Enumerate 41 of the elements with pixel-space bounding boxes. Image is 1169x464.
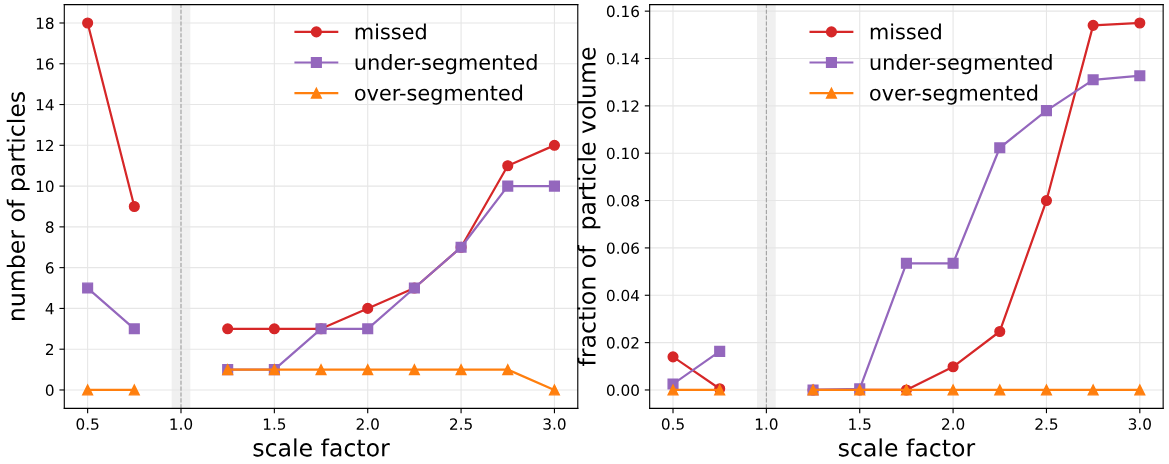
y-tick-label: 0.02 [606,337,639,349]
y-tick-label: 14 [36,99,54,111]
y-tick-label: 10 [36,180,54,193]
x-tick-label: 0.5 [76,418,99,430]
legend-label: over-segmented [355,84,523,105]
y-tick-label: 6 [45,262,54,274]
x-tick-label: 3.0 [1128,418,1151,430]
x-tick-label: 2.0 [942,418,965,430]
y-tick-label: 2 [45,343,54,355]
legend-label: under-segmented [870,53,1052,75]
x-tick-label: 1.0 [755,418,778,430]
y-axis-title: number of particles [6,92,30,320]
y-tick-label: 0.16 [606,5,639,18]
y-tick-label: 0.12 [606,100,639,112]
x-tick-label: 1.0 [170,418,193,430]
legend-label: under-segmented [355,53,537,75]
y-tick-label: 0.10 [606,147,639,160]
legend-label: missed [355,23,426,40]
legend-label: over-segmented [870,84,1038,105]
x-tick-label: 2.5 [450,418,472,430]
x-tick-label: 2.0 [356,418,379,430]
y-tick-label: 0.00 [606,384,639,396]
y-tick-label: 0 [45,384,54,396]
y-tick-label: 18 [36,17,54,30]
x-tick-label: 1.5 [263,418,286,430]
y-tick-label: 4 [45,303,54,315]
x-tick-label: 1.5 [849,418,871,430]
y-tick-label: 0.04 [606,289,640,302]
x-axis-title: scale factor [838,438,976,457]
y-tick-label: 16 [36,58,54,70]
x-tick-label: 3.0 [543,418,566,430]
x-tick-label: 2.5 [1035,418,1058,430]
x-axis-title: scale factor [253,438,390,457]
y-tick-label: 0.14 [606,52,640,65]
legend-label: missed [870,23,941,40]
y-tick-label: 12 [36,139,54,152]
y-tick-label: 0.08 [606,195,639,207]
x-tick-label: 0.5 [661,418,684,430]
y-axis-title: fraction of particle volume [577,47,601,366]
y-tick-label: 0.06 [606,242,639,254]
y-tick-label: 8 [45,221,54,233]
